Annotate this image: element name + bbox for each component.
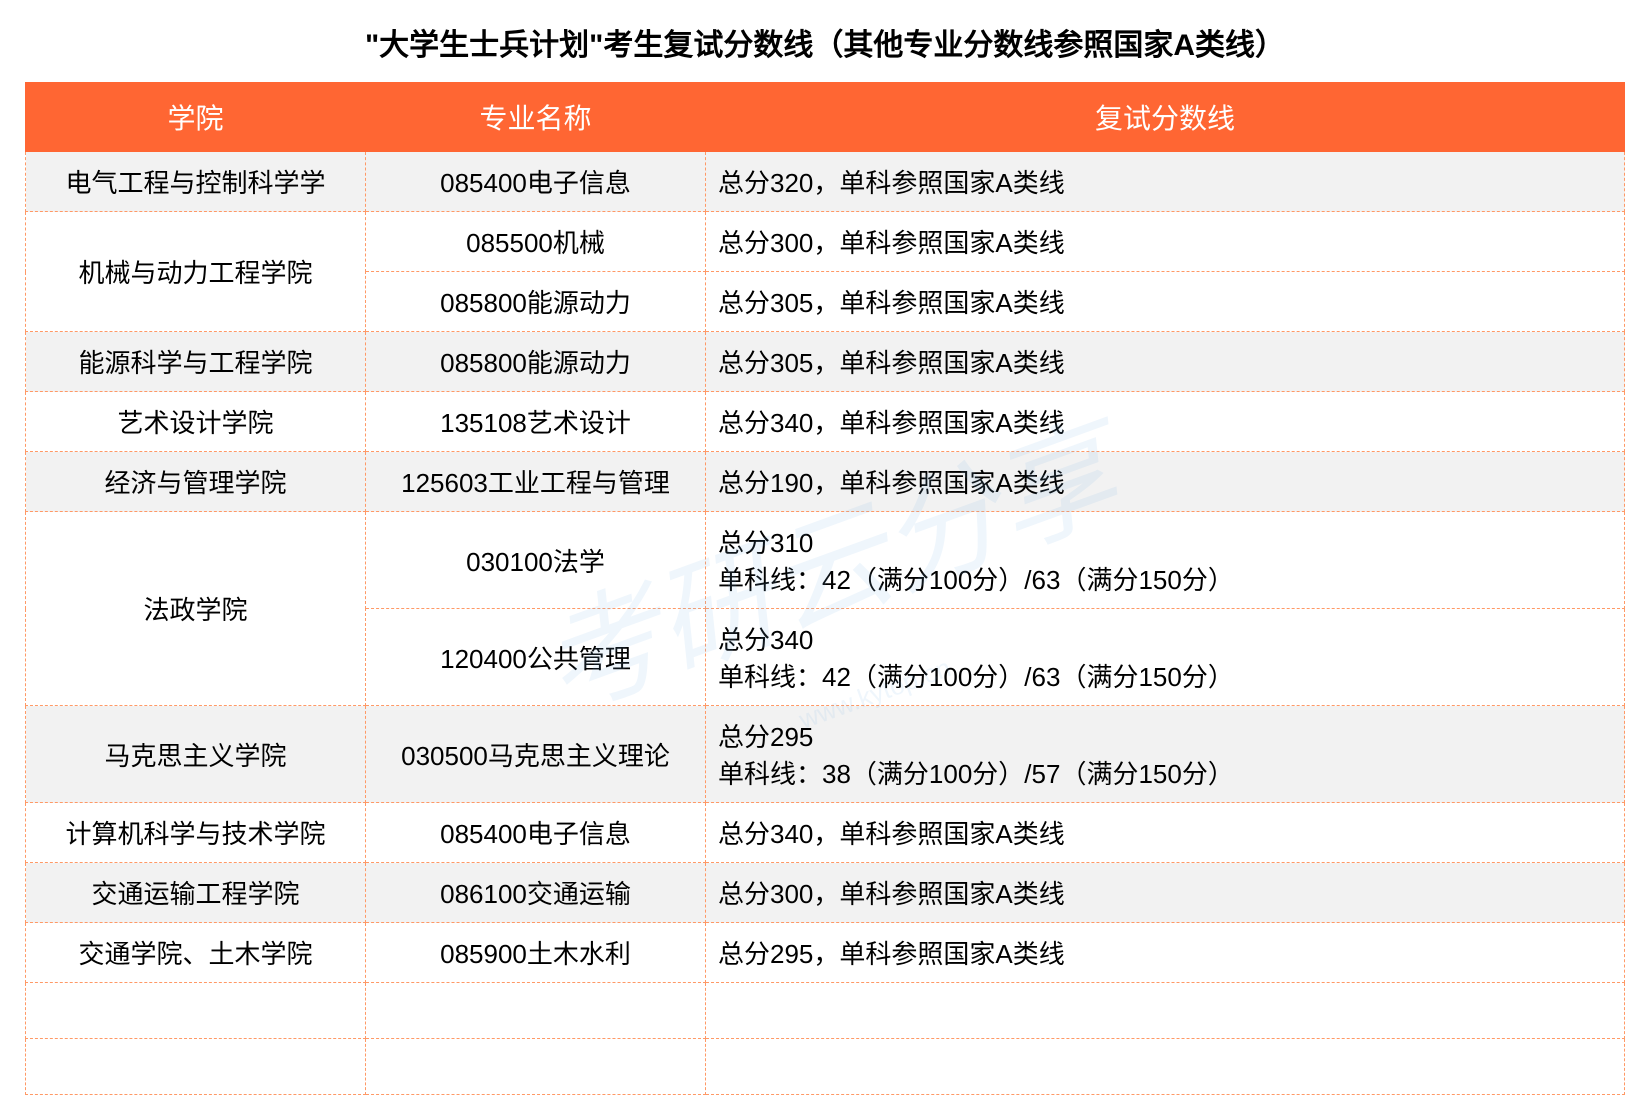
cell-major: 120400公共管理 — [366, 609, 706, 706]
cell-college: 交通学院、土木学院 — [26, 923, 366, 983]
score-table: 学院 专业名称 复试分数线 电气工程与控制科学学085400电子信息总分320，… — [25, 82, 1625, 1095]
table-row: 交通运输工程学院086100交通运输总分300，单科参照国家A类线 — [26, 863, 1625, 923]
cell-empty — [366, 1039, 706, 1095]
cell-major: 085500机械 — [366, 212, 706, 272]
cell-college: 计算机科学与技术学院 — [26, 803, 366, 863]
cell-score: 总分295，单科参照国家A类线 — [706, 923, 1625, 983]
cell-major: 085800能源动力 — [366, 332, 706, 392]
cell-score: 总分305，单科参照国家A类线 — [706, 332, 1625, 392]
cell-major: 030500马克思主义理论 — [366, 706, 706, 803]
cell-score: 总分320，单科参照国家A类线 — [706, 152, 1625, 212]
cell-major: 030100法学 — [366, 512, 706, 609]
cell-major: 085900土木水利 — [366, 923, 706, 983]
cell-empty — [366, 983, 706, 1039]
table-row: 马克思主义学院030500马克思主义理论总分295单科线：38（满分100分）/… — [26, 706, 1625, 803]
cell-college: 机械与动力工程学院 — [26, 212, 366, 332]
cell-score: 总分340，单科参照国家A类线 — [706, 803, 1625, 863]
cell-score: 总分295单科线：38（满分100分）/57（满分150分） — [706, 706, 1625, 803]
table-row: 计算机科学与技术学院085400电子信息总分340，单科参照国家A类线 — [26, 803, 1625, 863]
header-major: 专业名称 — [366, 83, 706, 152]
cell-college: 经济与管理学院 — [26, 452, 366, 512]
cell-college: 电气工程与控制科学学 — [26, 152, 366, 212]
cell-major: 135108艺术设计 — [366, 392, 706, 452]
table-row-empty — [26, 983, 1625, 1039]
cell-major: 085400电子信息 — [366, 803, 706, 863]
table-row: 艺术设计学院135108艺术设计总分340，单科参照国家A类线 — [26, 392, 1625, 452]
cell-college: 法政学院 — [26, 512, 366, 706]
cell-major: 125603工业工程与管理 — [366, 452, 706, 512]
cell-college: 艺术设计学院 — [26, 392, 366, 452]
cell-score: 总分310单科线：42（满分100分）/63（满分150分） — [706, 512, 1625, 609]
cell-score: 总分190，单科参照国家A类线 — [706, 452, 1625, 512]
table-row: 电气工程与控制科学学085400电子信息总分320，单科参照国家A类线 — [26, 152, 1625, 212]
table-header-row: 学院 专业名称 复试分数线 — [26, 83, 1625, 152]
table-row: 交通学院、土木学院085900土木水利总分295，单科参照国家A类线 — [26, 923, 1625, 983]
table-row: 能源科学与工程学院085800能源动力总分305，单科参照国家A类线 — [26, 332, 1625, 392]
cell-score: 总分300，单科参照国家A类线 — [706, 212, 1625, 272]
cell-score: 总分340单科线：42（满分100分）/63（满分150分） — [706, 609, 1625, 706]
cell-college: 能源科学与工程学院 — [26, 332, 366, 392]
cell-empty — [26, 983, 366, 1039]
cell-score: 总分340，单科参照国家A类线 — [706, 392, 1625, 452]
cell-empty — [706, 1039, 1625, 1095]
cell-score: 总分305，单科参照国家A类线 — [706, 272, 1625, 332]
cell-college: 交通运输工程学院 — [26, 863, 366, 923]
table-body: 电气工程与控制科学学085400电子信息总分320，单科参照国家A类线机械与动力… — [26, 152, 1625, 1095]
table-row-empty — [26, 1039, 1625, 1095]
cell-major: 085800能源动力 — [366, 272, 706, 332]
cell-score: 总分300，单科参照国家A类线 — [706, 863, 1625, 923]
header-college: 学院 — [26, 83, 366, 152]
header-score: 复试分数线 — [706, 83, 1625, 152]
cell-college: 马克思主义学院 — [26, 706, 366, 803]
table-row: 机械与动力工程学院085500机械总分300，单科参照国家A类线 — [26, 212, 1625, 272]
cell-empty — [706, 983, 1625, 1039]
table-row: 经济与管理学院125603工业工程与管理总分190，单科参照国家A类线 — [26, 452, 1625, 512]
table-row: 法政学院030100法学总分310单科线：42（满分100分）/63（满分150… — [26, 512, 1625, 609]
cell-major: 085400电子信息 — [366, 152, 706, 212]
page-title: "大学生士兵计划"考生复试分数线（其他专业分数线参照国家A类线） — [25, 20, 1625, 64]
cell-empty — [26, 1039, 366, 1095]
cell-major: 086100交通运输 — [366, 863, 706, 923]
